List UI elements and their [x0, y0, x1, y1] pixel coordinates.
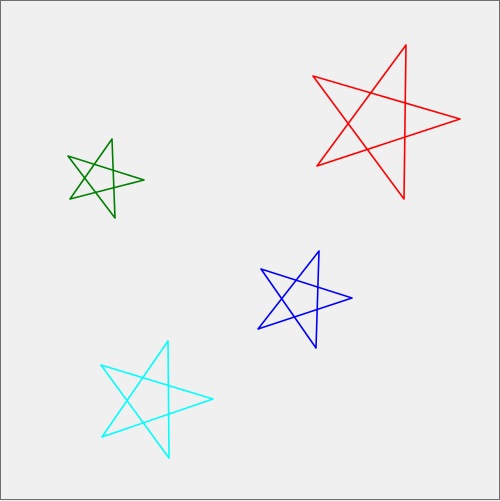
star-red — [312, 44, 461, 200]
star-green — [67, 138, 145, 219]
star-blue — [257, 250, 353, 349]
star-cyan — [100, 340, 214, 459]
